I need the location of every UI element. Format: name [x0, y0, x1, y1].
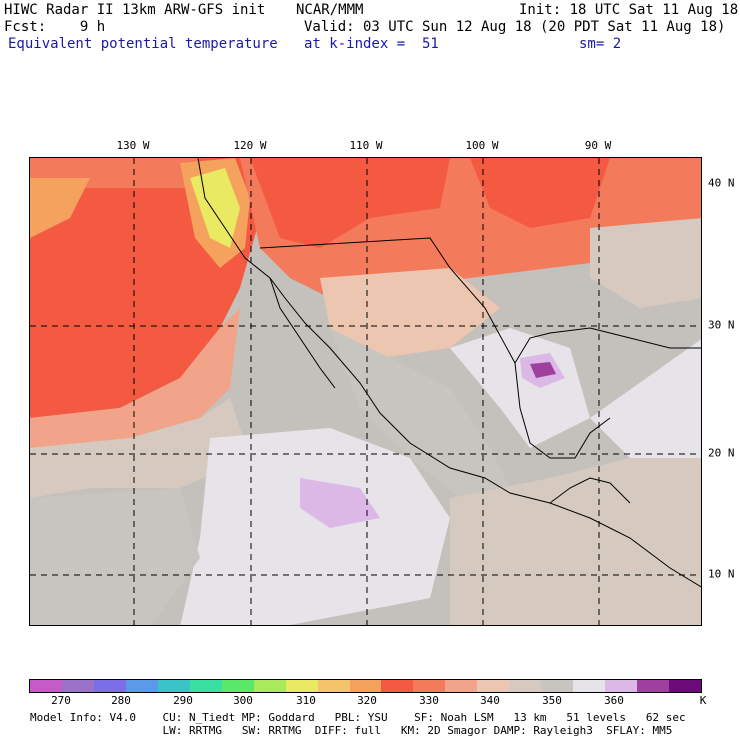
colorbar-swatch: [477, 680, 510, 692]
colorbar-swatch: [637, 680, 670, 692]
lat-label-30n: 30 N: [708, 318, 735, 332]
colorbar-swatch: [61, 680, 94, 692]
field-gulf-purple: [530, 362, 556, 378]
colorbar-swatch: [157, 680, 190, 692]
colorbar-swatch: [189, 680, 222, 692]
model-title: HIWC Radar II 13km ARW-GFS init: [4, 2, 266, 18]
colorbar-swatch: [445, 680, 478, 692]
colorbar-swatch: [573, 680, 606, 692]
field-ca-coast-yellow: [190, 168, 240, 248]
colorbar-swatch: [605, 680, 638, 692]
smoothing-label: sm= 2: [579, 36, 622, 52]
lon-label-120w: 120 W: [233, 139, 267, 152]
field-pacific-orange: [30, 178, 90, 238]
field-mexico-north: [320, 268, 500, 358]
colorbar-swatch: [30, 680, 62, 692]
colorbar-tick: 300: [233, 694, 253, 707]
lon-label-110w: 110 W: [349, 139, 383, 152]
colorbar-swatch: [93, 680, 126, 692]
theta-e-map: [29, 157, 702, 626]
lon-label-90w: 90 W: [584, 139, 612, 152]
field-pacific-tan: [30, 398, 250, 498]
colorbar-tick: 270: [51, 694, 71, 707]
colorbar-swatch: [125, 680, 158, 692]
field-caribbean-light: [590, 339, 701, 458]
colorbar-swatch: [413, 680, 446, 692]
map-field-svg: [30, 158, 701, 625]
graticule: [30, 158, 701, 625]
colorbar-swatch: [349, 680, 382, 692]
field-plains-red: [470, 158, 610, 228]
colorbar-tick: 290: [173, 694, 193, 707]
init-time: Init: 18 UTC Sat 11 Aug 18: [519, 2, 739, 18]
organization-label: NCAR/MMM: [296, 2, 364, 18]
colorbar-swatch: [541, 680, 574, 692]
colorbar-tick: 340: [480, 694, 500, 707]
colorbar-swatch: [509, 680, 542, 692]
field-central-america-tan: [450, 458, 701, 625]
lat-label-10n: 10 N: [708, 567, 735, 581]
field-name: Equivalent potential temperature: [8, 36, 278, 52]
field-southeast-tan: [590, 218, 701, 308]
forecast-hour: Fcst: 9 h: [4, 19, 106, 35]
colorbar-swatch: [221, 680, 254, 692]
colorbar-tick: 350: [542, 694, 562, 707]
field-tropical-light: [180, 428, 450, 625]
lon-label-130w: 130 W: [116, 139, 150, 152]
field-pacific-salmon: [30, 308, 240, 448]
field-tropical-lavender: [300, 478, 380, 528]
colorbar-unit: K: [699, 694, 707, 707]
field-us-west-red: [250, 158, 450, 248]
colorbar-swatch: [253, 680, 286, 692]
colorbar-tick: 310: [296, 694, 316, 707]
colorbar-tick: 280: [111, 694, 131, 707]
colorbar-swatch: [381, 680, 414, 692]
level-index: at k-index = 51: [304, 36, 439, 52]
lat-label-20n: 20 N: [708, 446, 735, 460]
colorbar: [29, 679, 702, 693]
coastlines: [197, 158, 701, 588]
model-info-line2: LW: RRTMG SW: RRTMG DIFF: full KM: 2D Sm…: [30, 724, 673, 737]
field-mexico-grey: [330, 328, 510, 498]
model-info-line1: Model Info: V4.0 CU: N_Tiedt MP: Goddard…: [30, 711, 686, 724]
valid-time: Valid: 03 UTC Sun 12 Aug 18 (20 PDT Sat …: [304, 19, 726, 35]
colorbar-swatch: [285, 680, 318, 692]
colorbar-tick: 330: [419, 694, 439, 707]
lat-label-40n: 40 N: [708, 176, 735, 190]
colorbar-swatch: [317, 680, 350, 692]
field-southwest-grey: [30, 488, 200, 625]
colorbar-tick: 320: [357, 694, 377, 707]
lon-label-100w: 100 W: [465, 139, 499, 152]
field-gulf-light: [450, 328, 590, 448]
colorbar-swatch: [669, 680, 702, 692]
colorbar-tick: 360: [604, 694, 624, 707]
